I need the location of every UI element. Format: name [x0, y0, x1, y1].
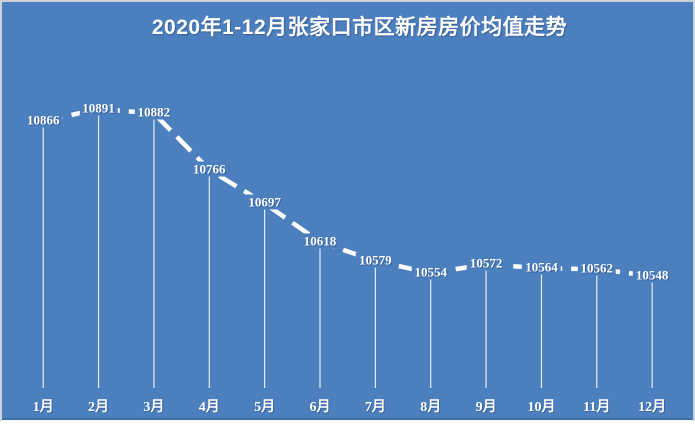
data-label: 10579	[356, 252, 395, 268]
data-label: 10866	[23, 112, 63, 128]
data-label: 10882	[134, 104, 174, 120]
x-axis-label: 9月	[475, 400, 497, 415]
data-label: 10891	[79, 100, 118, 116]
plot-background	[2, 2, 693, 418]
data-label: 10766	[190, 161, 229, 177]
data-label: 10697	[245, 194, 284, 210]
frame-edge-left	[0, 0, 2, 421]
data-label: 10548	[632, 267, 672, 283]
x-axis-label: 2月	[88, 400, 110, 415]
x-axis-label: 8月	[420, 400, 442, 415]
frame-edge-right	[693, 0, 695, 421]
data-label: 10618	[300, 233, 340, 249]
plot-bottom-shadow	[2, 418, 693, 420]
x-axis-label: 10月	[527, 400, 556, 415]
data-label: 10572	[466, 255, 506, 271]
x-axis-label: 5月	[254, 400, 276, 415]
x-axis-label: 12月	[638, 400, 667, 415]
chart-title: 2020年1-12月张家口市区新房房价均值走势	[151, 16, 568, 39]
data-label: 10554	[411, 264, 450, 280]
x-axis-label: 3月	[143, 400, 165, 415]
data-label: 10564	[522, 259, 561, 275]
data-label: 10562	[577, 260, 617, 276]
x-axis-label: 1月	[32, 400, 54, 415]
x-axis-label: 11月	[583, 400, 611, 415]
x-axis-label: 6月	[309, 400, 331, 415]
frame-edge-top	[0, 0, 695, 2]
x-axis-label: 4月	[198, 400, 220, 415]
x-axis-label: 7月	[364, 400, 386, 415]
